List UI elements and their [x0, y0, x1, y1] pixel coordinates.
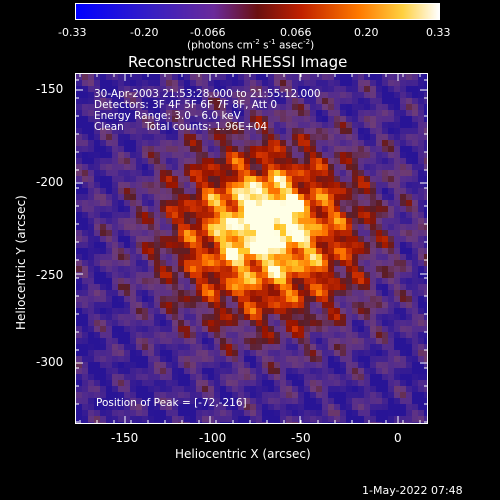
- info-detectors: Detectors: 3F 4F 5F 6F 7F 8F, Att 0: [94, 99, 278, 111]
- y-tick-label: -300: [36, 355, 64, 369]
- colorbar-tick: -0.20: [130, 26, 159, 39]
- info-energy: Energy Range: 3.0 - 6.0 keV: [94, 110, 241, 122]
- colorbar-tick: 0.20: [354, 26, 379, 39]
- info-peak-position: Position of Peak = [-72,-216]: [96, 397, 247, 409]
- colorbar-units: (photons cm-2 s-1 asec-2): [187, 38, 315, 52]
- colorbar-tick: -0.066: [190, 26, 226, 39]
- y-axis-label: Heliocentric Y (arcsec): [14, 195, 28, 330]
- info-time-range: 30-Apr-2003 21:53:28.000 to 21:55:12.000: [94, 88, 321, 100]
- y-tick-label: -200: [36, 175, 64, 189]
- colorbar-tick: -0.33: [58, 26, 87, 39]
- y-tick-label: -250: [36, 268, 64, 282]
- y-tick-label: -150: [36, 82, 64, 96]
- timestamp: 1-May-2022 07:48: [362, 484, 463, 497]
- rhessi-image: [75, 73, 428, 424]
- plot-title: Reconstructed RHESSI Image: [128, 53, 348, 71]
- info-clean: Clean: [94, 121, 124, 133]
- colorbar-tick: 0.066: [280, 26, 312, 39]
- colorbar-tick: 0.33: [426, 26, 451, 39]
- x-tick-label: -150: [111, 431, 139, 445]
- info-total-counts: Total counts: 1.96E+04: [145, 121, 268, 133]
- x-tick-label: -50: [291, 431, 311, 445]
- x-tick-label: 0: [394, 431, 402, 445]
- x-tick-label: -100: [199, 431, 227, 445]
- x-axis-label: Heliocentric X (arcsec): [175, 447, 311, 461]
- colorbar: [75, 3, 440, 20]
